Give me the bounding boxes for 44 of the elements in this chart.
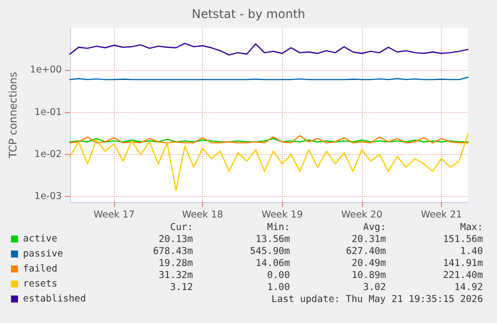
legend-label: established	[23, 294, 86, 304]
y-axis-title: TCP connections	[8, 72, 20, 160]
text: 20.31m	[352, 234, 386, 246]
y-tick-label: 1e-03	[34, 191, 62, 202]
text: 3.12	[170, 282, 193, 294]
legend-label: failed	[23, 264, 58, 274]
x-tick-label: Week 19	[262, 210, 303, 220]
text: 545.90m	[250, 246, 290, 258]
x-tick-label: Week 18	[182, 210, 224, 220]
chart-title: Netstat - by month	[192, 7, 306, 21]
text: 221.40m	[442, 270, 483, 282]
text: 151.56m	[442, 234, 483, 246]
legend-label: active	[23, 234, 58, 244]
text: 1.40	[460, 246, 483, 258]
text: Cur:	[170, 222, 193, 234]
text: 20.49m	[352, 258, 386, 270]
legend-label: resets	[23, 278, 58, 290]
text: 141.91m	[442, 258, 483, 270]
y-tick-label: 1e-01	[34, 106, 62, 118]
text: 19.28m	[158, 258, 193, 270]
text: 14.06m	[256, 258, 290, 270]
line-series	[69, 42, 469, 56]
text: 627.40m	[346, 246, 386, 258]
text: Avg:	[363, 222, 386, 234]
line-series	[69, 133, 469, 192]
x-tick-label: Week 21	[420, 210, 462, 220]
text: 14.92	[454, 282, 483, 294]
x-tick-label: Week 17	[94, 210, 135, 220]
text: Last update: Thu May 21 19:35:15 2026	[271, 294, 483, 306]
text: 678.43m	[152, 246, 193, 258]
y-tick-label: 1e+00	[30, 64, 62, 76]
legend-label: passive	[23, 248, 64, 260]
text: Min:	[267, 222, 290, 234]
text: 20.13m	[158, 234, 193, 246]
line-series	[69, 135, 469, 144]
text: 10.89m	[352, 270, 386, 282]
text: 1.00	[267, 282, 290, 294]
text: 3.02	[363, 282, 386, 294]
x-tick-label: Week 20	[341, 210, 382, 220]
text: 31.32m	[158, 270, 193, 282]
y-tick-label: 1e-02	[34, 149, 62, 160]
text: 0.00	[267, 270, 290, 282]
text: Max:	[460, 222, 483, 234]
text: 13.56m	[256, 234, 290, 246]
